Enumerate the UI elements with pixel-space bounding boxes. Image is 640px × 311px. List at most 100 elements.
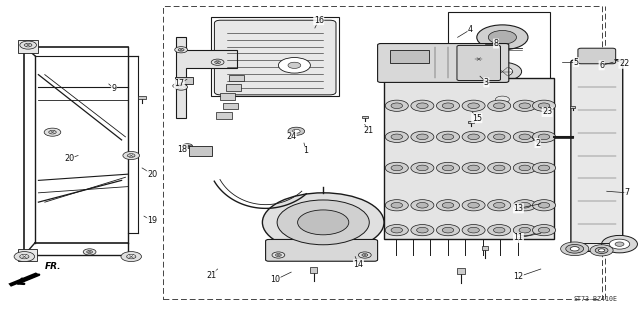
Text: 7: 7: [625, 188, 630, 197]
Circle shape: [358, 252, 371, 258]
Circle shape: [385, 100, 408, 111]
Circle shape: [488, 225, 511, 236]
Circle shape: [468, 165, 479, 171]
Circle shape: [493, 103, 505, 109]
Text: 21: 21: [206, 271, 216, 280]
FancyBboxPatch shape: [216, 112, 232, 119]
Text: 4: 4: [468, 25, 473, 34]
Text: 19: 19: [147, 216, 157, 225]
Circle shape: [595, 247, 608, 253]
Circle shape: [492, 67, 513, 77]
Circle shape: [532, 131, 556, 142]
Circle shape: [566, 244, 584, 253]
Circle shape: [462, 225, 485, 236]
Circle shape: [123, 151, 140, 160]
Circle shape: [488, 200, 511, 211]
FancyBboxPatch shape: [214, 20, 336, 95]
Circle shape: [477, 25, 528, 50]
Circle shape: [121, 252, 141, 262]
Text: 6: 6: [599, 61, 604, 70]
FancyBboxPatch shape: [378, 44, 509, 82]
Circle shape: [288, 127, 305, 135]
Circle shape: [417, 165, 428, 171]
Circle shape: [513, 100, 536, 111]
Text: 16: 16: [314, 16, 324, 25]
Circle shape: [493, 227, 505, 233]
Circle shape: [127, 154, 135, 157]
Circle shape: [24, 43, 32, 47]
Text: 22: 22: [619, 59, 629, 68]
Circle shape: [211, 59, 224, 65]
Text: 9: 9: [111, 84, 116, 93]
Text: 11: 11: [513, 234, 524, 242]
Circle shape: [471, 55, 486, 63]
Circle shape: [385, 162, 408, 174]
Circle shape: [417, 103, 428, 109]
Circle shape: [519, 134, 531, 140]
Circle shape: [436, 131, 460, 142]
Circle shape: [436, 225, 460, 236]
Text: 1: 1: [303, 146, 308, 155]
Circle shape: [462, 162, 485, 174]
Circle shape: [391, 103, 403, 109]
FancyBboxPatch shape: [310, 267, 317, 273]
Circle shape: [519, 227, 531, 233]
Polygon shape: [176, 37, 237, 118]
Text: 3: 3: [484, 78, 489, 87]
Circle shape: [519, 202, 531, 208]
Text: 14: 14: [353, 260, 364, 269]
Circle shape: [488, 162, 511, 174]
Circle shape: [493, 165, 505, 171]
FancyBboxPatch shape: [189, 146, 212, 156]
Circle shape: [442, 202, 454, 208]
Circle shape: [417, 134, 428, 140]
Text: 21: 21: [363, 126, 373, 135]
Circle shape: [178, 86, 184, 88]
Circle shape: [476, 58, 482, 61]
Circle shape: [44, 128, 61, 136]
Circle shape: [462, 200, 485, 211]
Circle shape: [495, 96, 509, 103]
FancyBboxPatch shape: [578, 48, 616, 64]
Text: ST73-BZ410E: ST73-BZ410E: [573, 296, 618, 302]
Circle shape: [411, 225, 434, 236]
Circle shape: [49, 130, 56, 134]
Circle shape: [436, 162, 460, 174]
Circle shape: [298, 210, 349, 235]
FancyBboxPatch shape: [468, 121, 474, 123]
Circle shape: [513, 200, 536, 211]
Circle shape: [178, 48, 184, 51]
Circle shape: [391, 134, 403, 140]
Circle shape: [468, 202, 479, 208]
Circle shape: [173, 83, 183, 88]
Circle shape: [436, 100, 460, 111]
FancyBboxPatch shape: [220, 93, 235, 100]
Circle shape: [411, 100, 434, 111]
Text: FR.: FR.: [45, 262, 61, 271]
Text: 15: 15: [472, 114, 482, 123]
Circle shape: [175, 85, 180, 87]
Circle shape: [513, 225, 536, 236]
Circle shape: [538, 134, 550, 140]
FancyBboxPatch shape: [266, 239, 378, 261]
FancyBboxPatch shape: [229, 75, 244, 81]
Text: 17: 17: [174, 80, 184, 88]
Circle shape: [488, 93, 516, 106]
Circle shape: [385, 131, 408, 142]
Circle shape: [277, 200, 369, 245]
Circle shape: [87, 251, 93, 253]
Bar: [384, 78, 554, 239]
Circle shape: [182, 144, 193, 149]
Circle shape: [175, 84, 188, 90]
FancyBboxPatch shape: [362, 116, 367, 118]
Circle shape: [488, 100, 511, 111]
Circle shape: [14, 252, 35, 262]
Circle shape: [538, 103, 550, 109]
FancyBboxPatch shape: [175, 77, 193, 84]
Text: 12: 12: [513, 272, 524, 281]
Circle shape: [570, 247, 579, 251]
Circle shape: [185, 145, 190, 147]
Circle shape: [272, 252, 285, 258]
Circle shape: [411, 200, 434, 211]
Circle shape: [598, 249, 605, 252]
